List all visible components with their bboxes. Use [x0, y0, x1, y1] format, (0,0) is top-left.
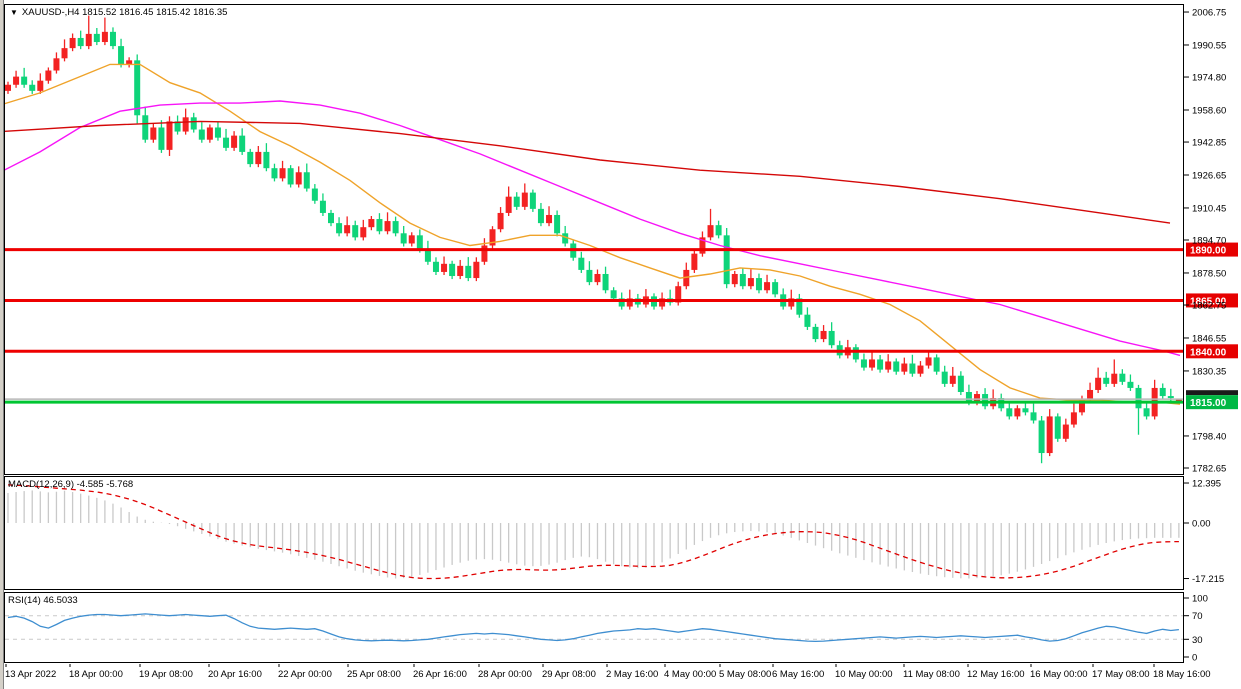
- time-label: 17 May 08:00: [1092, 669, 1150, 680]
- rsi-tick-label: 0: [1192, 653, 1197, 664]
- price-badge-1815.00: [1186, 395, 1238, 410]
- bid-price-badge: [1186, 390, 1238, 396]
- quote-low: 1815.42: [156, 7, 191, 18]
- price-tick-label: 1942.85: [1192, 138, 1226, 149]
- time-label: 26 Apr 16:00: [413, 669, 467, 680]
- time-label: 6 May 16:00: [772, 669, 824, 680]
- price-tick-label: 1926.65: [1192, 170, 1226, 181]
- macd-indicator-label: MACD(12,26,9) -4.585 -5.768: [8, 479, 134, 490]
- time-label: 2 May 16:00: [606, 669, 658, 680]
- time-label: 11 May 08:00: [903, 669, 960, 680]
- price-badge-text: 1815.00: [1190, 398, 1227, 409]
- price-badge-1865.00: [1186, 293, 1238, 308]
- panel-border: [4, 476, 1184, 590]
- panel-border: [4, 592, 1184, 663]
- time-label: 29 Apr 08:00: [542, 669, 596, 680]
- symbol-dropdown-icon[interactable]: ▼: [10, 8, 18, 17]
- rsi-layer: [5, 597, 1189, 658]
- time-label: 25 Apr 08:00: [347, 669, 401, 680]
- time-axis: [5, 664, 1155, 667]
- price-tick-label: 1846.55: [1192, 333, 1226, 344]
- quote-close: 1816.35: [193, 7, 228, 18]
- price-tick-label: 1958.60: [1192, 105, 1226, 116]
- time-label: 18 May 16:00: [1153, 669, 1211, 680]
- macd-layer: [7, 482, 1189, 580]
- price-tick-label: 1894.70: [1192, 236, 1226, 247]
- rsi-indicator-label: RSI(14) 46.5033: [8, 595, 78, 606]
- price-badge-1840.00: [1186, 344, 1238, 359]
- window-left-border: [0, 0, 4, 689]
- macd-tick-label: 12.395: [1192, 479, 1221, 490]
- time-label: 19 Apr 08:00: [139, 669, 193, 680]
- time-label: 4 May 00:00: [664, 669, 716, 680]
- quote-open: 1815.52: [82, 7, 117, 18]
- price-tick-label: 1878.50: [1192, 268, 1226, 279]
- macd-tick-label: -17.215: [1192, 574, 1224, 585]
- time-label: 13 Apr 2022: [5, 669, 56, 680]
- rsi-tick-label: 100: [1192, 594, 1208, 605]
- price-tick-label: 1830.35: [1192, 366, 1226, 377]
- quote-high: 1816.45: [119, 7, 154, 18]
- time-label: 22 Apr 00:00: [278, 669, 332, 680]
- time-label: 10 May 00:00: [835, 669, 893, 680]
- price-tick-label: 2006.75: [1192, 8, 1226, 19]
- symbol-period-label: XAUUSD-,H4: [21, 7, 80, 18]
- time-label: 12 May 16:00: [967, 669, 1025, 680]
- rsi-line: [7, 613, 1179, 643]
- price-badge-text: 1840.00: [1190, 347, 1227, 358]
- price-tick-label: 1862.75: [1192, 301, 1226, 312]
- price-tick-label: 1990.55: [1192, 40, 1226, 51]
- price-badge-text: 1865.00: [1190, 296, 1227, 307]
- ma-fast-orange: [5, 63, 1181, 405]
- time-label: 28 Apr 00:00: [478, 669, 532, 680]
- price-tick-label: 1974.80: [1192, 73, 1226, 84]
- price-tick-label: 1782.65: [1192, 463, 1226, 474]
- macd-tick-label: 0.00: [1192, 519, 1211, 530]
- ma-slow-darkred: [5, 120, 1171, 224]
- candles-layer: [5, 15, 1182, 464]
- panel-border: [4, 4, 1184, 475]
- ma-mid-magenta: [5, 100, 1181, 357]
- time-label: 16 May 00:00: [1030, 669, 1088, 680]
- time-label: 18 Apr 00:00: [69, 669, 123, 680]
- macd-signal-line: [7, 484, 1179, 580]
- price-tick-label: 1798.40: [1192, 431, 1226, 442]
- price-badge-1890.00: [1186, 242, 1238, 257]
- time-label: 20 Apr 16:00: [208, 669, 262, 680]
- price-tick-label: 1910.45: [1192, 203, 1226, 214]
- quote-bar: ▼ XAUUSD-,H4 1815.52 1816.45 1815.42 1816…: [10, 7, 227, 18]
- rsi-tick-label: 30: [1192, 635, 1203, 646]
- price-badge-text: 1890.00: [1190, 246, 1227, 257]
- rsi-tick-label: 70: [1192, 611, 1203, 622]
- time-label: 5 May 08:00: [719, 669, 771, 680]
